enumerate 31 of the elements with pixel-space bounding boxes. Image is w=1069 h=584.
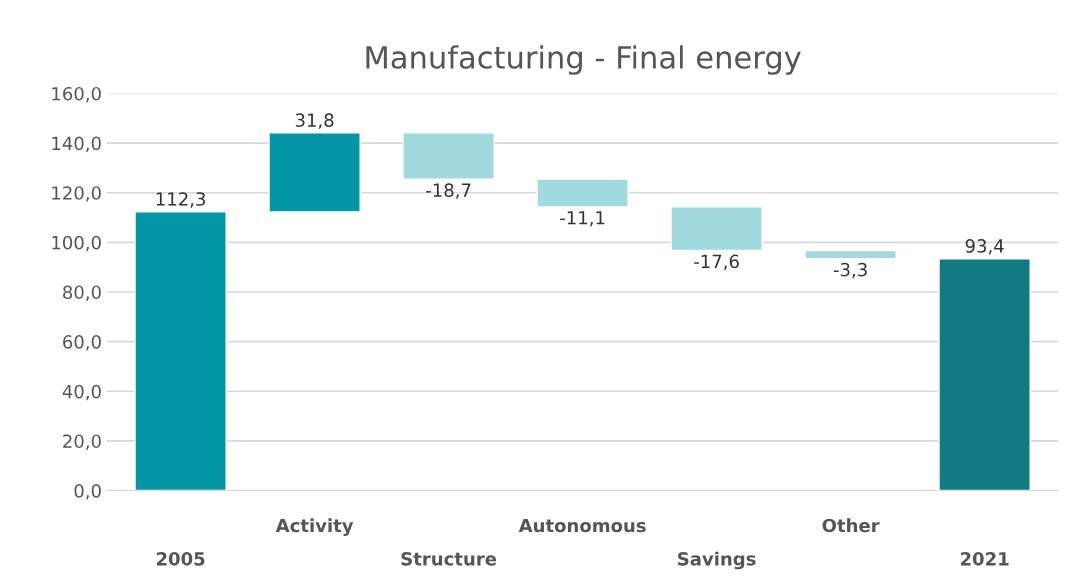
data-label: -3,3	[833, 262, 867, 279]
bar	[938, 258, 1031, 491]
y-tick-label: 20,0	[63, 434, 101, 450]
y-tick-label: 160,0	[52, 86, 101, 103]
y-tick-label: 60,0	[63, 335, 101, 351]
bar	[536, 178, 629, 208]
chart-title: Manufacturing - Final energy	[366, 45, 801, 75]
y-tick-label: 140,0	[52, 136, 101, 153]
x-tick-label: 2005	[156, 551, 205, 566]
bar	[670, 206, 763, 252]
y-tick-label: 80,0	[63, 285, 101, 301]
x-tick-label: Savings	[678, 551, 756, 570]
data-label: -18,7	[426, 183, 471, 199]
bar	[402, 132, 495, 181]
data-label: 112,3	[156, 192, 205, 208]
bar	[268, 132, 361, 213]
x-tick-label: Structure	[401, 551, 497, 566]
bar	[804, 249, 897, 260]
y-tick-label: 40,0	[62, 384, 101, 401]
data-label: 93,4	[965, 239, 1004, 255]
x-tick-label: Activity	[275, 518, 354, 536]
y-tick-label: 100,0	[52, 235, 101, 252]
x-tick-label: Other	[822, 518, 880, 533]
x-tick-label: Autonomous	[518, 518, 646, 533]
data-label: -17,6	[694, 254, 739, 271]
y-tick-label: 0,0	[74, 484, 101, 500]
data-label: -11,1	[560, 211, 605, 227]
y-tick-label: 120,0	[52, 186, 101, 202]
bar	[134, 211, 227, 491]
x-tick-label: 2021	[960, 551, 1009, 566]
data-label: 31,8	[295, 113, 334, 129]
